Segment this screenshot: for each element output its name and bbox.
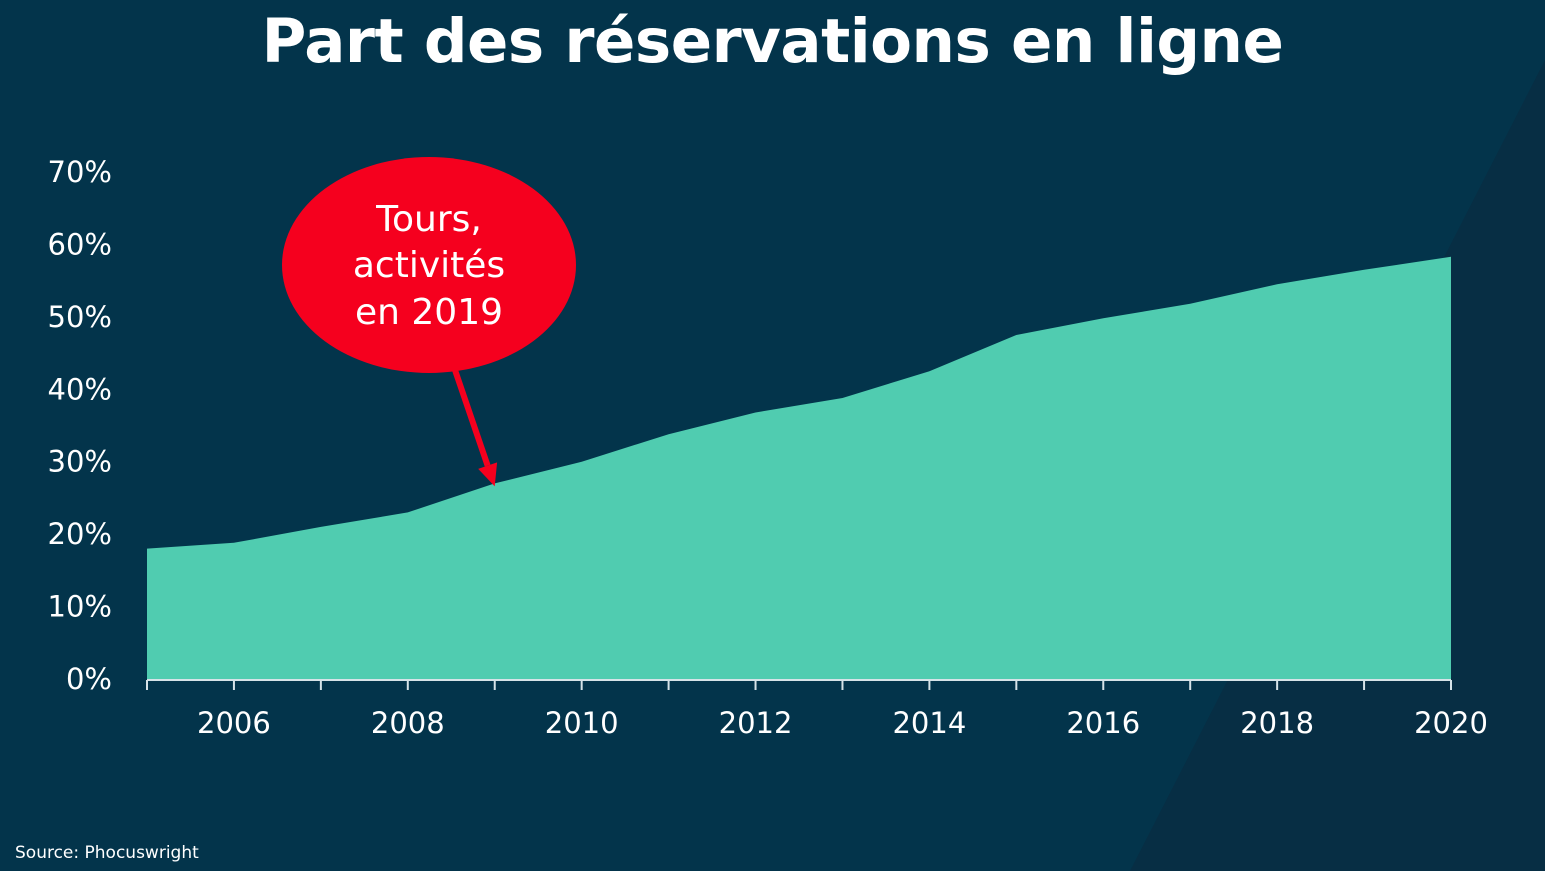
- callout-arrow-shaft: [452, 369, 491, 467]
- y-tick-label-50: 50%: [48, 300, 112, 334]
- area-series: [147, 256, 1451, 679]
- x-tick-labels: 2006 2008 2010 2012 2014 2016 2018 2020: [197, 706, 1488, 740]
- callout-text-line-1: Tours,: [375, 199, 482, 240]
- x-tick-label-2018: 2018: [1240, 706, 1314, 740]
- callout-text-line-2: activités: [353, 245, 505, 286]
- chart-title: Part des réservations en ligne: [261, 6, 1284, 77]
- callout-arrow-head: [478, 462, 498, 487]
- y-tick-label-0: 0%: [66, 662, 112, 696]
- y-tick-label-30: 30%: [48, 445, 112, 479]
- y-tick-label-60: 60%: [48, 227, 112, 261]
- y-tick-label-10: 10%: [48, 590, 112, 624]
- x-tick-label-2020: 2020: [1414, 706, 1488, 740]
- callout-annotation: Tours, activités en 2019: [282, 157, 576, 487]
- x-tick-label-2010: 2010: [545, 706, 619, 740]
- callout-text-line-3: en 2019: [355, 292, 503, 333]
- x-tick-label-2016: 2016: [1066, 706, 1140, 740]
- y-tick-label-20: 20%: [48, 517, 112, 551]
- y-tick-label-70: 70%: [48, 155, 112, 189]
- callout-bubble: [282, 157, 576, 373]
- x-tick-label-2012: 2012: [719, 706, 793, 740]
- x-tick-label-2008: 2008: [371, 706, 445, 740]
- x-tick-label-2006: 2006: [197, 706, 271, 740]
- x-tick-label-2014: 2014: [892, 706, 966, 740]
- y-tick-labels: 0% 10% 20% 30% 40% 50% 60% 70%: [48, 155, 112, 696]
- y-tick-label-40: 40%: [48, 372, 112, 406]
- source-note: Source: Phocuswright: [15, 843, 199, 863]
- x-ticks: [146, 680, 1452, 690]
